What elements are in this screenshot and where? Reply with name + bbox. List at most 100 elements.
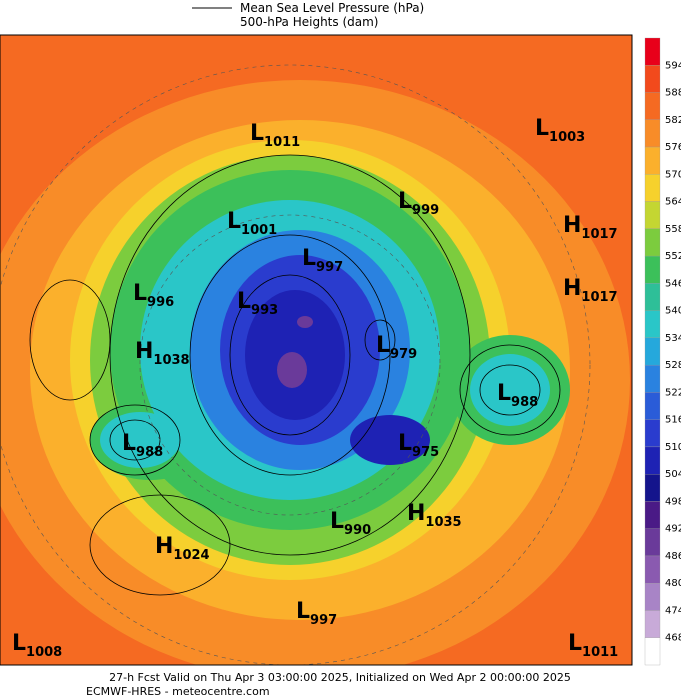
colorbar-label: 594 [665,60,681,71]
colorbar-swatch [644,92,661,120]
colorbar-label: 534 [665,333,681,344]
center-value: 990 [344,523,371,538]
center-value: 1001 [241,223,277,238]
colorbar-label: 576 [665,142,681,153]
colorbar-swatch [644,201,661,229]
colorbar-label: 552 [665,251,681,262]
center-value: 1017 [581,227,617,242]
colorbar-swatch [644,255,661,284]
colorbar-label: 582 [665,115,681,126]
colorbar-label: 480 [665,578,681,589]
colorbar-label: 492 [665,524,681,535]
pressure-center: L1008 [12,631,62,660]
colorbar-swatch [644,174,661,202]
footer-line: 27-h Fcst Valid on Thu Apr 3 03:00:00 20… [109,671,571,684]
pressure-center: H1017 [563,276,618,305]
center-value: 1024 [173,548,209,563]
pressure-center: L1003 [535,116,585,145]
center-letter: L [237,289,251,314]
center-value: 996 [147,295,174,310]
colorbar-label: 498 [665,496,681,507]
colorbar-label: 546 [665,278,681,289]
pressure-center: L997 [296,599,337,628]
pressure-center: L979 [376,333,417,362]
colorbar-swatch [644,337,661,366]
pressure-center: L975 [398,431,439,460]
colorbar-label: 570 [665,169,681,180]
colorbar-swatch [644,419,661,448]
colorbar-swatch [644,610,661,638]
pressure-center: L988 [122,431,163,460]
pressure-center: L993 [237,289,278,318]
center-letter: L [302,246,316,271]
center-letter: L [250,121,264,146]
center-letter: L [376,333,390,358]
colorbar-label: 564 [665,197,681,208]
colorbar-swatch [644,37,661,66]
map [0,35,632,665]
colorbar-label: 516 [665,415,681,426]
footer-line: ECMWF-HRES - meteocentre.com [86,685,270,698]
center-value: 997 [310,613,337,628]
pressure-center: H1038 [135,339,190,368]
colorbar-label: 558 [665,224,681,235]
colorbar-swatch [644,283,661,311]
colorbar-swatch [644,583,661,611]
center-value: 997 [316,260,343,275]
pressure-center: H1024 [155,534,210,563]
colorbar-label: 486 [665,551,681,562]
colorbar-swatch [644,146,661,175]
colorbar-label: 510 [665,442,681,453]
pressure-center: L1011 [568,631,618,660]
center-letter: L [398,431,412,456]
center-value: 979 [390,347,417,362]
center-letter: H [407,501,425,526]
center-value: 1035 [425,515,461,530]
pressure-center: L990 [330,509,371,538]
colorbar-label: 522 [665,387,681,398]
colorbar-label: 468 [665,633,681,644]
center-value: 975 [412,445,439,460]
center-value: 993 [251,303,278,318]
center-letter: L [12,631,26,656]
center-letter: L [133,281,147,306]
center-letter: H [563,276,581,301]
center-letter: H [563,213,581,238]
center-letter: L [568,631,582,656]
center-value: 988 [136,445,163,460]
pressure-center: L1011 [250,121,300,150]
center-value: 1017 [581,290,617,305]
pressure-center: H1017 [563,213,618,242]
colorbar-swatch [644,637,661,666]
colorbar-label: 504 [665,469,681,480]
center-letter: L [227,209,241,234]
colorbar-label: 588 [665,88,681,99]
colorbar-swatch [644,528,661,557]
legend-label: 500-hPa Heights (dam) [240,15,378,29]
pressure-center: H1035 [407,501,462,530]
center-value: 999 [412,203,439,218]
pressure-center: L1001 [227,209,277,238]
center-value: 1011 [264,135,300,150]
center-letter: H [155,534,173,559]
colorbar-swatch [644,364,661,393]
pressure-center: L988 [497,381,538,410]
colorbar-swatch [644,474,661,502]
center-letter: L [122,431,136,456]
center-value: 1011 [582,645,618,660]
center-letter: L [330,509,344,534]
colorbar-swatch [644,392,661,420]
center-letter: L [535,116,549,141]
colorbar-swatch [644,310,661,339]
colorbar-swatch [644,119,661,148]
center-letter: L [296,599,310,624]
colorbar-label: 528 [665,360,681,371]
map-frame [0,34,633,666]
center-value: 1008 [26,645,62,660]
pressure-center: L997 [302,246,343,275]
legend-label: Mean Sea Level Pressure (hPa) [240,1,424,15]
colorbar-swatch [644,228,661,257]
center-value: 1003 [549,130,585,145]
colorbar-label: 540 [665,306,681,317]
